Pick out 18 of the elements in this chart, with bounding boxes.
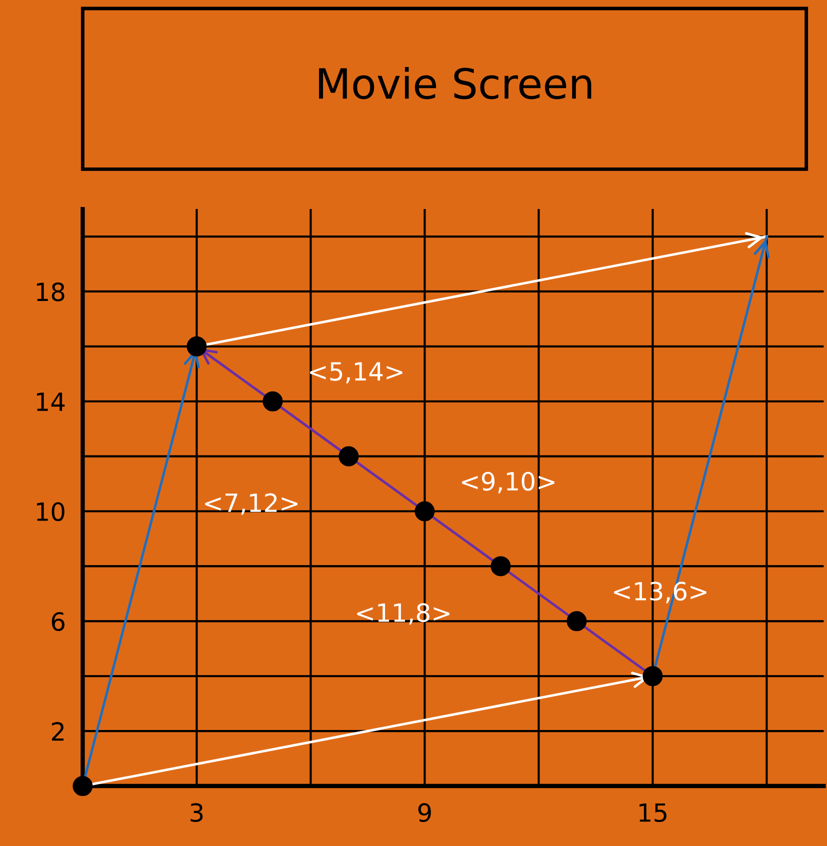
point xyxy=(186,336,207,356)
x-tick-label: 9 xyxy=(418,803,431,822)
point xyxy=(414,501,435,522)
x-tick-label: 3 xyxy=(190,803,203,822)
point xyxy=(566,611,587,632)
point xyxy=(338,446,359,466)
y-tick-label: 6 xyxy=(52,612,64,632)
y-tick-label: 10 xyxy=(36,502,64,522)
x-tick-label: 15 xyxy=(640,803,666,822)
point xyxy=(72,776,93,796)
point xyxy=(642,666,663,686)
point xyxy=(262,391,283,412)
y-tick-label: 2 xyxy=(52,722,64,741)
y-tick-label: 14 xyxy=(36,392,65,411)
y-tick-label: 18 xyxy=(36,282,64,302)
point xyxy=(490,556,511,576)
annotation: <7,12> xyxy=(205,493,298,515)
chart-title: Movie Screen xyxy=(319,66,592,100)
